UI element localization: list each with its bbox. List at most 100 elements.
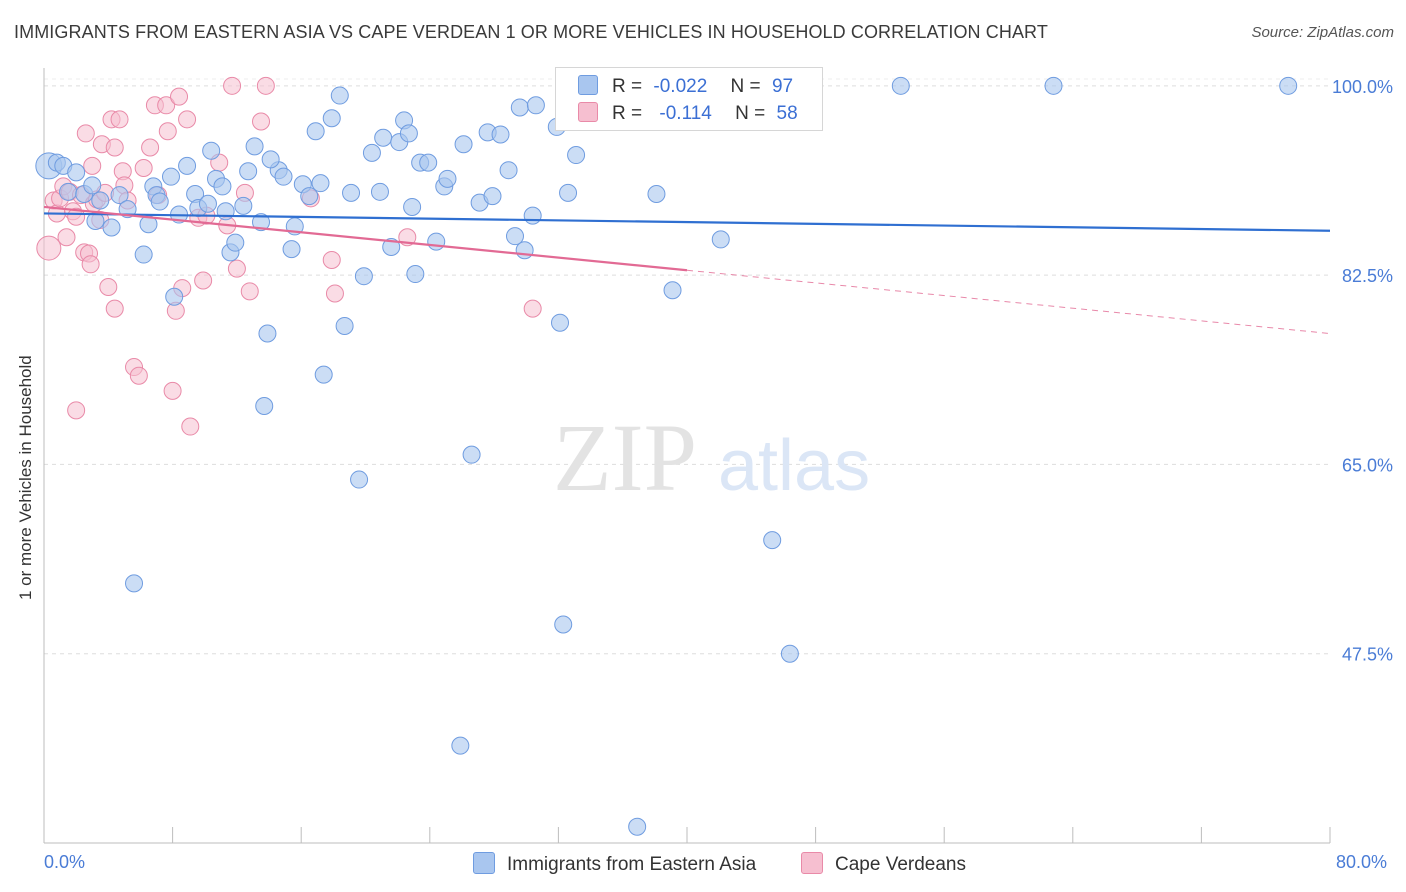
cape-verdeans-point: [157, 96, 176, 115]
legend-r-label-2: R =: [612, 103, 643, 124]
cape-verdeans-point: [240, 282, 259, 301]
eastern-asia-point: [125, 574, 144, 593]
eastern-asia-point: [198, 194, 217, 213]
eastern-asia-trend-line: [43, 212, 1331, 232]
cape-verdeans-point: [523, 299, 542, 318]
cape-verdeans-point: [223, 76, 242, 95]
eastern-asia-point: [526, 96, 545, 115]
eastern-asia-point: [523, 206, 542, 225]
eastern-asia-point: [261, 150, 280, 169]
cape-verdeans-point: [99, 278, 118, 297]
cape-verdeans-point: [67, 207, 86, 226]
eastern-asia-point: [551, 313, 570, 332]
eastern-asia-point: [499, 161, 518, 180]
cape-verdeans-point: [81, 255, 100, 274]
eastern-asia-point: [255, 396, 274, 415]
eastern-asia-point: [83, 176, 102, 195]
eastern-asia-point: [165, 287, 184, 306]
bottom-legend-swatch-blue: [473, 852, 495, 874]
cape-verdeans-point: [227, 259, 246, 278]
cape-verdeans-point: [67, 401, 86, 420]
eastern-asia-point: [213, 177, 232, 196]
y-tick-labels: 47.5% 65.0% 82.5% 100.0%: [1332, 77, 1393, 665]
eastern-asia-point: [483, 187, 502, 206]
bottom-legend-label-2: Cape Verdeans: [835, 854, 966, 875]
eastern-asia-point: [354, 267, 373, 286]
cape-verdeans-point: [194, 271, 213, 290]
cape-verdeans-trend-line: [43, 205, 688, 272]
cape-verdeans-point: [76, 124, 95, 143]
eastern-asia-point: [370, 182, 389, 201]
eastern-asia-point: [711, 230, 730, 249]
eastern-asia-point: [628, 817, 647, 836]
eastern-asia-point: [245, 137, 264, 156]
eastern-asia-point: [763, 531, 782, 550]
cape-verdeans-point: [256, 76, 275, 95]
y-tick-label-3: 100.0%: [1332, 77, 1393, 97]
eastern-asia-point: [258, 324, 277, 343]
cape-verdeans-point: [105, 138, 124, 157]
eastern-asia-point: [59, 182, 78, 201]
eastern-asia-point: [178, 156, 197, 175]
cape-verdeans-point: [134, 159, 153, 178]
trend-lines: [43, 205, 1331, 335]
eastern-asia-point: [403, 197, 422, 216]
cape-verdeans-point: [57, 228, 76, 247]
eastern-asia-point: [234, 196, 253, 215]
eastern-asia-point: [306, 122, 325, 141]
eastern-asia-point: [559, 183, 578, 202]
cape-verdeans-point: [36, 235, 62, 261]
source-label: Source: ZipAtlas.com: [1251, 24, 1394, 41]
eastern-asia-point: [406, 265, 425, 284]
legend-swatch-pink: [578, 102, 598, 122]
eastern-asia-point: [110, 186, 129, 205]
legend-n-label-1: N =: [730, 76, 761, 97]
cape-verdeans-point: [105, 299, 124, 318]
eastern-asia-point: [91, 191, 110, 210]
legend-r-value-2: -0.114: [659, 103, 712, 124]
cape-verdeans-point: [252, 112, 271, 131]
y-tick-label-0: 47.5%: [1342, 645, 1393, 665]
bottom-legend-swatch-pink: [801, 852, 823, 874]
watermark: ZIP atlas: [553, 404, 870, 511]
legend-r-label-1: R =: [612, 76, 643, 97]
legend-n-label-2: N =: [735, 103, 766, 124]
eastern-asia-point: [102, 218, 121, 237]
eastern-asia-point: [239, 162, 258, 181]
eastern-asia-point: [427, 232, 446, 251]
eastern-asia-point: [330, 86, 349, 105]
cape-verdeans-point: [325, 284, 344, 303]
eastern-asia-point: [510, 98, 529, 117]
eastern-asia-point: [300, 187, 319, 206]
eastern-asia-point: [67, 163, 86, 182]
axes: [43, 68, 1331, 844]
cape-verdeans-point: [170, 87, 189, 106]
eastern-asia-point: [274, 167, 293, 186]
cape-verdeans-point: [141, 138, 160, 157]
eastern-asia-point: [567, 146, 586, 165]
eastern-asia-point: [554, 615, 573, 634]
eastern-asia-point: [419, 153, 438, 172]
eastern-asia-point: [451, 736, 470, 755]
cape-verdeans-point: [163, 381, 182, 400]
bottom-legend-cape-verdeans: Cape Verdeans: [801, 852, 966, 876]
legend-row-eastern-asia: R = -0.022 N = 97: [578, 75, 793, 99]
eastern-asia-point: [150, 192, 169, 211]
eastern-asia-point: [350, 470, 369, 489]
eastern-asia-point: [362, 143, 381, 162]
legend-n-value-2: 58: [776, 103, 798, 124]
grid-lines: [44, 78, 1330, 655]
cape-verdeans-point: [83, 156, 102, 175]
eastern-asia-point: [202, 141, 221, 160]
eastern-asia-point: [134, 245, 153, 264]
eastern-asia-point: [438, 169, 457, 188]
eastern-asia-point: [647, 184, 666, 203]
y-tick-label-1: 65.0%: [1342, 455, 1393, 475]
eastern-asia-point: [311, 174, 330, 193]
cape-verdeans-trend-extension: [686, 269, 1331, 335]
eastern-asia-point: [226, 233, 245, 252]
cape-verdeans-point: [158, 122, 177, 141]
chart-title: IMMIGRANTS FROM EASTERN ASIA VS CAPE VER…: [14, 22, 1048, 42]
eastern-asia-point: [491, 125, 510, 144]
